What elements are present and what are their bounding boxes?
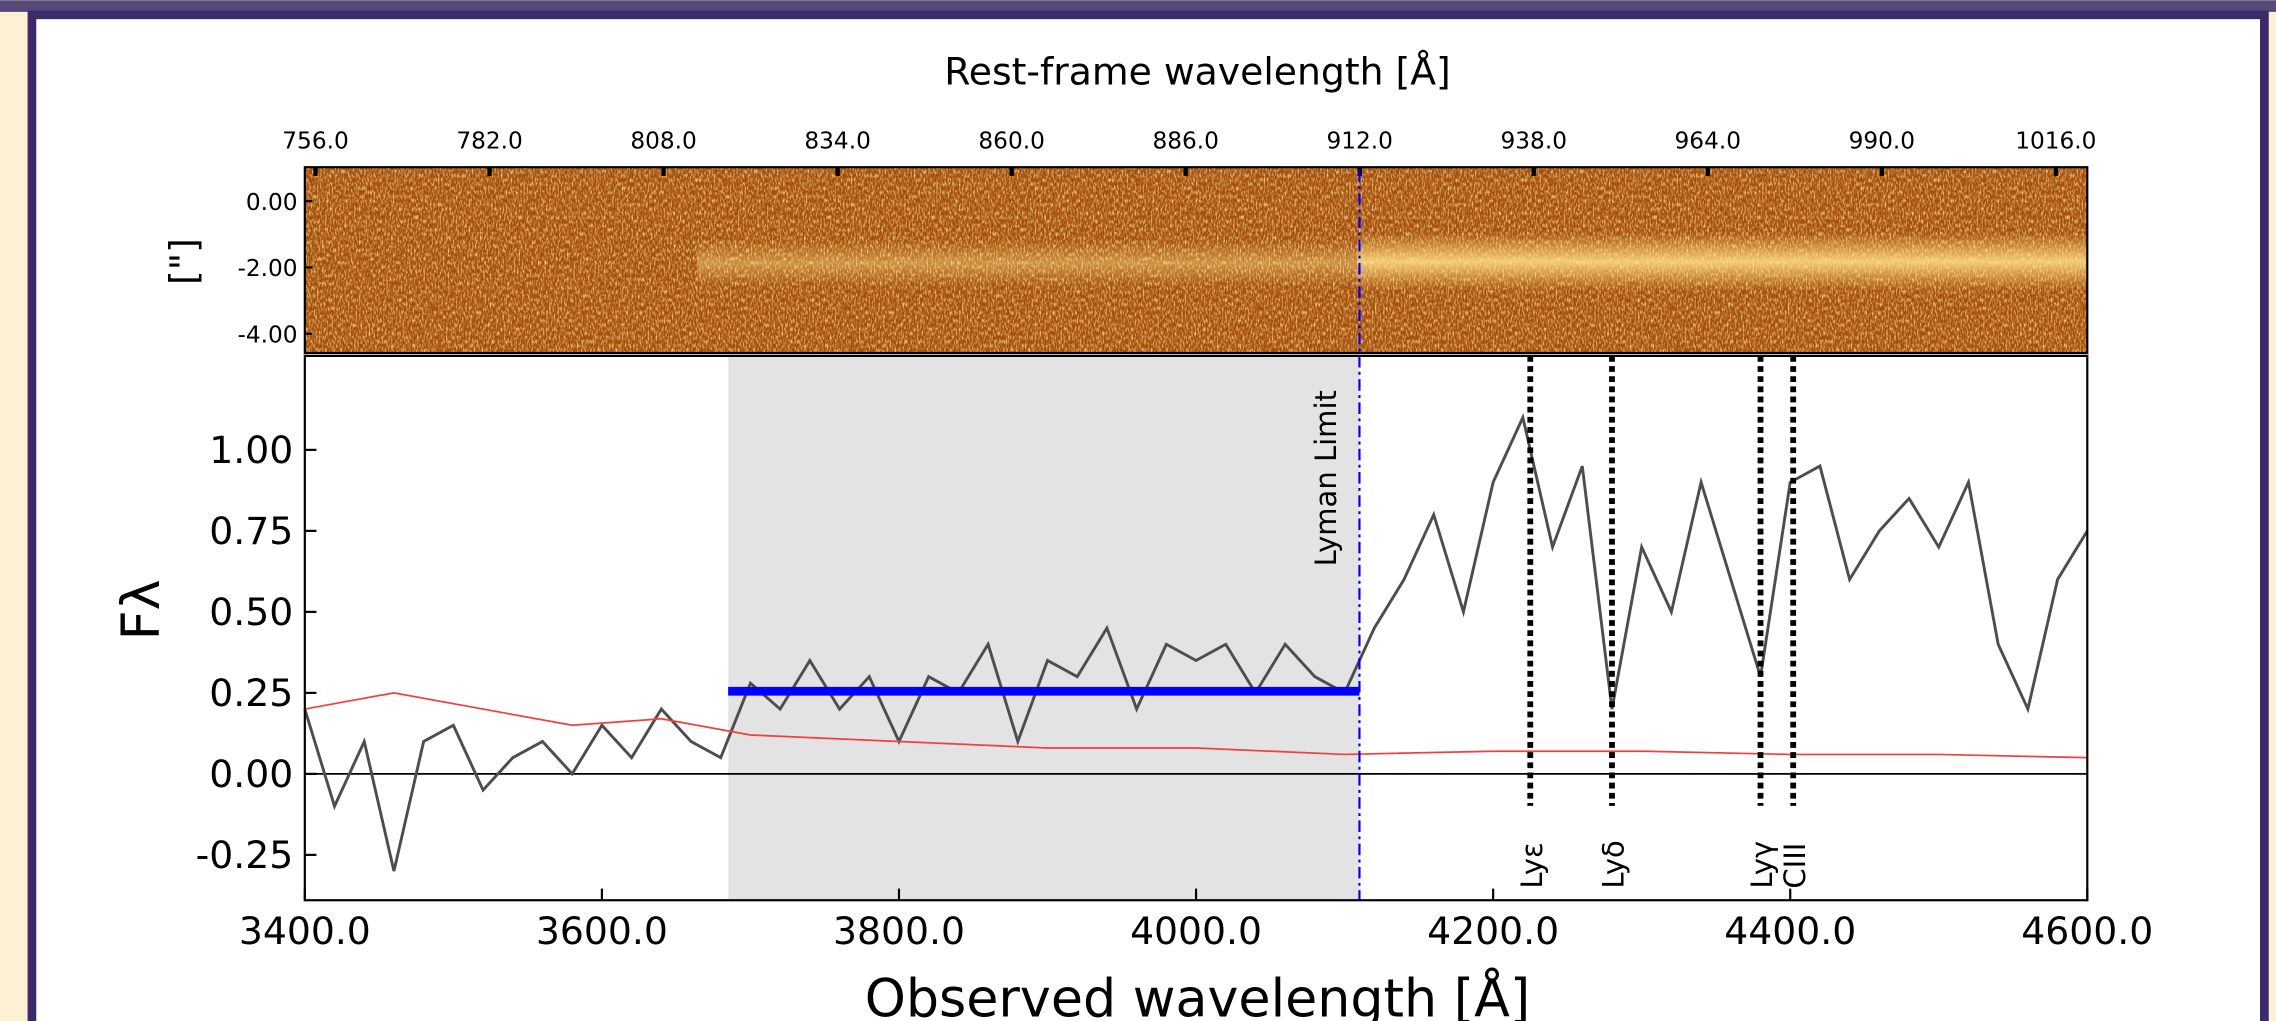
x2-tick-label: 964.0 xyxy=(1675,127,1741,154)
x-tick-label: 3600.0 xyxy=(536,909,668,953)
x-axis-label: Observed wavelength [Å] xyxy=(865,967,1530,1021)
y-tick-label: -0.25 xyxy=(196,833,294,877)
lyman-limit-label: Lyman Limit xyxy=(1309,390,1343,566)
y-tick-label: 0.25 xyxy=(209,671,293,715)
x-tick-label: 4600.0 xyxy=(2021,909,2153,953)
x-tick-label: 4200.0 xyxy=(1427,909,1559,953)
x2-tick-label: 782.0 xyxy=(456,127,522,154)
x2-tick-label: 1016.0 xyxy=(2015,127,2096,154)
image-trace xyxy=(696,239,1358,287)
y-tick-label: 0.00 xyxy=(209,752,293,796)
x2-tick-label: 756.0 xyxy=(282,127,348,154)
spectrum-line xyxy=(304,691,2088,759)
image-y-label: ["] xyxy=(161,238,205,285)
image-y-tick-label: -2.00 xyxy=(237,255,297,282)
line-marker-label: Lyγ xyxy=(1745,841,1779,889)
y-tick-label: 0.75 xyxy=(209,509,293,553)
x2-tick-label: 938.0 xyxy=(1501,127,1567,154)
x2-tick-label: 912.0 xyxy=(1326,127,1392,154)
top-border xyxy=(0,0,2276,12)
x2-tick-label: 990.0 xyxy=(1849,127,1915,154)
top-title: Rest-frame wavelength [Å] xyxy=(944,49,1451,93)
image-y-tick-label: 0.00 xyxy=(246,189,298,216)
x-tick-label: 3400.0 xyxy=(239,909,371,953)
x-tick-label: 3800.0 xyxy=(833,909,965,953)
y-tick-label: 0.50 xyxy=(209,590,293,634)
y-tick-label: 1.00 xyxy=(209,428,293,472)
x-tick-label: 4000.0 xyxy=(1130,909,1262,953)
x2-tick-label: 808.0 xyxy=(630,127,696,154)
spectrum-line xyxy=(303,412,2089,872)
shaded-region xyxy=(728,355,1360,901)
y-axis-label: Fλ xyxy=(112,579,172,640)
image-trace xyxy=(1357,232,2088,291)
line-marker-label: Lyδ xyxy=(1597,840,1631,888)
image-frame xyxy=(303,166,2089,355)
line-marker-label: CIII xyxy=(1778,843,1812,889)
x2-tick-label: 834.0 xyxy=(804,127,870,154)
x-tick-label: 4400.0 xyxy=(1724,909,1856,953)
line-marker-label: Lyε xyxy=(1515,842,1549,888)
x2-tick-label: 886.0 xyxy=(1152,127,1218,154)
image-y-tick-label: -4.00 xyxy=(237,321,297,348)
x2-tick-label: 860.0 xyxy=(978,127,1044,154)
spectrum-image xyxy=(304,167,2088,354)
